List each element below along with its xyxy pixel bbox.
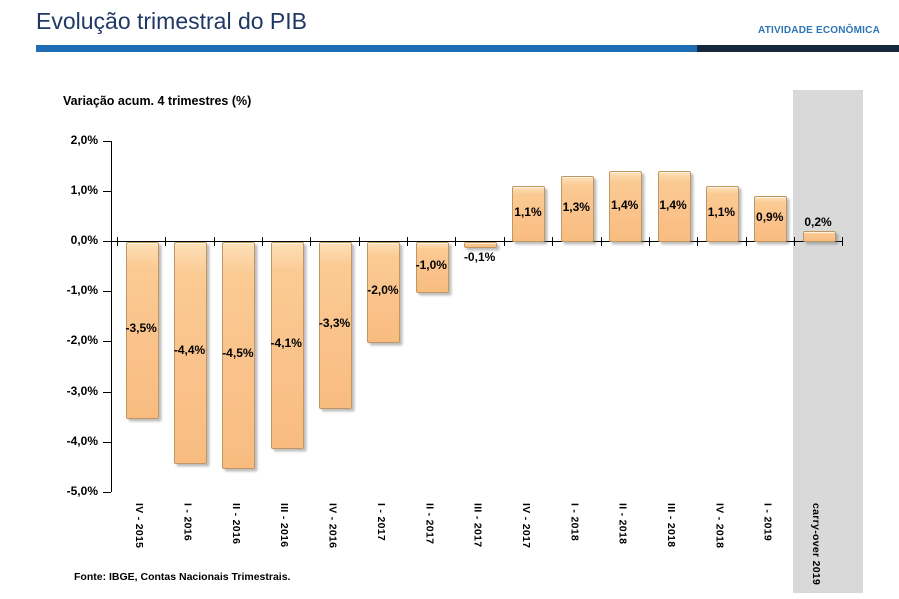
x-axis-tick [262,237,264,246]
x-axis-tick [793,237,795,246]
bar-value-label: 1,4% [610,197,639,212]
y-axis-tick-label: -1,0% [66,283,98,298]
x-axis-tick [117,237,118,246]
x-axis-tick [503,237,505,246]
x-axis-tick [358,237,360,246]
x-axis-category-label: II - 2016 [229,503,242,545]
x-axis-category-label: I - 2019 [761,503,774,542]
x-axis-tick [552,237,554,246]
bar-IV - 2015[interactable] [125,242,159,419]
bar-value-label: 1,1% [514,205,542,220]
bar-I - 2018[interactable] [560,175,594,242]
bar-III - 2017[interactable] [464,242,498,249]
x-axis-tick [310,237,312,246]
bar-value-label: -3,5% [125,320,157,335]
x-axis-category-label: I - 2016 [181,503,194,542]
bar-value-label: 0,9% [756,210,784,225]
x-axis-category-label: III - 2017 [471,503,484,548]
y-axis-tick [103,140,111,142]
x-axis-zero-line [111,241,843,242]
bar-value-label: -4,5% [222,345,254,360]
x-axis-tick [407,237,409,246]
y-axis-tick [103,241,111,242]
y-axis-tick [103,492,111,493]
x-axis-category-label: I - 2017 [374,503,387,542]
x-axis-category-label: II - 2018 [616,503,629,545]
x-axis-tick [600,237,602,246]
x-axis-tick [165,237,167,246]
bar-value-label: -3,3% [318,315,351,330]
bar-value-label: 1,1% [707,205,736,220]
bar-III - 2016[interactable] [270,242,304,449]
bar-value-label: 1,4% [659,197,687,212]
bar-value-label: -2,0% [367,283,399,298]
bar-IV - 2016[interactable] [319,242,353,409]
bar-III - 2018[interactable] [657,170,691,242]
bar-II - 2018[interactable] [609,170,643,242]
bar-II - 2017[interactable] [415,242,449,294]
x-axis-category-label: IV - 2018 [713,503,726,549]
bar-II - 2016[interactable] [222,242,256,469]
bar-value-label: -4,4% [173,343,206,358]
y-axis-tick-label: -5,0% [66,484,98,498]
x-axis-tick [455,237,457,246]
y-axis-tick-label: -4,0% [66,433,98,448]
y-axis-tick-label: 2,0% [70,132,98,147]
y-axis-tick [103,391,111,393]
y-axis-tick-label: 1,0% [70,182,98,197]
x-axis-tick [213,237,215,246]
page-title: Evolução trimestral do PIB [36,8,308,34]
bar-value-label: 0,2% [804,214,832,229]
x-axis-category-label: II - 2017 [423,503,436,545]
x-axis-category-label: IV - 2016 [326,503,339,549]
x-axis-tick [697,237,699,246]
x-axis-category-label: IV - 2017 [519,503,532,549]
y-axis-tick [103,341,111,343]
x-axis-tick [842,237,844,246]
bar-value-label: -0,1% [463,250,496,265]
source-note: Fonte: IBGE, Contas Nacionais Trimestrai… [74,571,291,583]
y-axis-tick-label: 0,0% [70,233,98,247]
x-axis-tick [745,237,747,246]
bar-carry-over 2019[interactable] [802,230,836,242]
y-axis-tick [103,441,111,443]
bar-I - 2019[interactable] [754,195,788,242]
bar-IV - 2017[interactable] [512,185,546,242]
header-rule-left-segment [36,45,697,52]
x-axis-category-label: III - 2018 [665,503,678,548]
y-axis-tick [103,291,111,293]
bar-value-label: -4,1% [270,335,302,350]
x-axis-category-label: carry-over 2019 [810,503,823,586]
y-axis-tick-label: -2,0% [66,333,98,348]
x-axis-category-label: I - 2018 [568,503,581,542]
chart-axis-title: Variação acum. 4 trimestres (%) [63,94,252,108]
x-axis-category-label: IV - 2015 [133,503,146,549]
bar-I - 2016[interactable] [174,242,208,464]
bar-IV - 2018[interactable] [705,185,739,242]
header-rule-right-segment [697,45,899,52]
bar-I - 2017[interactable] [367,242,401,344]
carry-over-highlight-band [793,90,863,593]
bar-value-label: -1,0% [415,258,447,273]
x-axis-tick [648,237,650,246]
bar-value-label: 1,3% [562,200,590,215]
y-axis-tick-label: -3,0% [66,383,98,398]
y-axis-line [111,140,112,492]
y-axis-tick [103,190,111,192]
x-axis-category-label: III - 2016 [278,503,291,548]
section-label: ATIVIDADE ECONÔMICA [758,25,880,36]
